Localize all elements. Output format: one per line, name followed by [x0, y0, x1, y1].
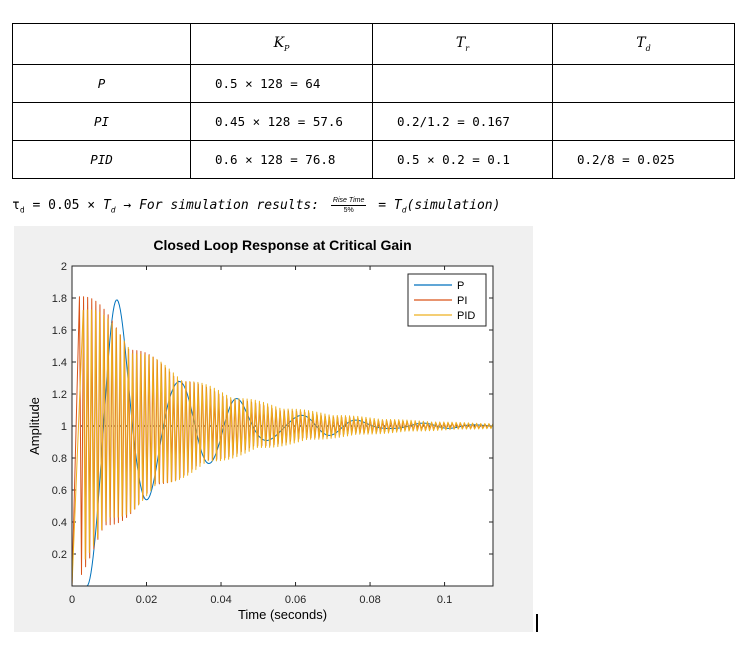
response-chart: Closed Loop Response at Critical Gain 0 0.… [14, 226, 533, 632]
legend-label-p: P [457, 280, 464, 292]
y-tick-label: 0.6 [52, 485, 67, 497]
fraction-numerator: Rise Time [330, 197, 367, 206]
y-tick-label: 0.8 [52, 453, 67, 465]
formula-equals: = T [370, 198, 402, 213]
y-tick-label: 1.4 [52, 357, 67, 369]
kp-cell: 0.5 × 128 = 64 [190, 64, 373, 103]
table-row-p: P 0.5 × 128 = 64 [12, 64, 735, 103]
td-cell: 0.2/8 = 0.025 [552, 140, 735, 179]
tr-cell: 0.5 × 0.2 = 0.1 [372, 140, 553, 179]
formula-tail: (simulation) [406, 198, 501, 213]
header-kp: KP [190, 23, 373, 65]
fraction-denominator: 5% [343, 207, 354, 214]
table-row-pid: PID 0.6 × 128 = 76.8 0.5 × 0.2 = 0.1 0.2… [12, 140, 735, 179]
chart-title: Closed Loop Response at Critical Gain [153, 237, 411, 253]
header-td: Td [552, 23, 735, 65]
x-tick-label: 0.06 [285, 594, 306, 606]
formula-rhs: = 0.05 × [24, 198, 103, 213]
td-cell [552, 64, 735, 103]
y-tick-label: 1.6 [52, 325, 67, 337]
tr-cell: 0.2/1.2 = 0.167 [372, 102, 553, 141]
y-axis-label: Amplitude [27, 397, 42, 455]
plot-frame [71, 265, 494, 587]
chart-svg: Closed Loop Response at Critical Gain 0 0.… [27, 237, 494, 622]
y-tick-label: 1 [61, 421, 67, 433]
formula-line: τd = 0.05 × Td → For simulation results:… [12, 196, 712, 222]
x-tick-label: 0.02 [136, 594, 157, 606]
rise-time-fraction: Rise Time 5% [330, 196, 367, 215]
tr-cell [372, 64, 553, 103]
header-empty-cell [12, 23, 191, 65]
tau-subscript: d [19, 205, 25, 215]
tau-symbol: τ [12, 198, 20, 213]
kp-cell: 0.6 × 128 = 76.8 [190, 140, 373, 179]
x-tick-label: 0.08 [359, 594, 380, 606]
formula-eq-subscript: d [401, 205, 407, 215]
row-label: PI [12, 102, 191, 141]
kp-cell: 0.45 × 128 = 57.6 [190, 102, 373, 141]
td-cell [552, 102, 735, 141]
formula-arrow-text: → For simulation results: [115, 198, 327, 213]
td-symbol: T [102, 198, 111, 213]
table-row-pi: PI 0.45 × 128 = 57.6 0.2/1.2 = 0.167 [12, 102, 735, 141]
table-header-row: KP Tr Td [12, 23, 735, 65]
y-tick-label: 0.2 [52, 549, 67, 561]
y-tick-label: 1.2 [52, 389, 67, 401]
row-label: P [12, 64, 191, 103]
text-cursor [536, 614, 538, 632]
x-tick-label: 0.04 [210, 594, 231, 606]
series-line-pid [71, 309, 494, 587]
row-label: PID [12, 140, 191, 179]
x-axis-label: Time (seconds) [238, 607, 327, 622]
td-subscript: d [110, 205, 116, 215]
header-tr: Tr [372, 23, 553, 65]
y-tick-label: 2 [61, 261, 67, 273]
y-tick-label: 0.4 [52, 517, 67, 529]
legend-label-pi: PI [457, 295, 467, 307]
x-tick-label: 0.1 [437, 594, 452, 606]
y-tick-label: 1.8 [52, 293, 67, 305]
legend-label-pid: PID [457, 310, 475, 322]
gain-table: KP Tr Td P 0.5 × 128 = 64 PI 0.45 × 128 … [12, 23, 735, 179]
x-tick-label: 0 [69, 594, 75, 606]
